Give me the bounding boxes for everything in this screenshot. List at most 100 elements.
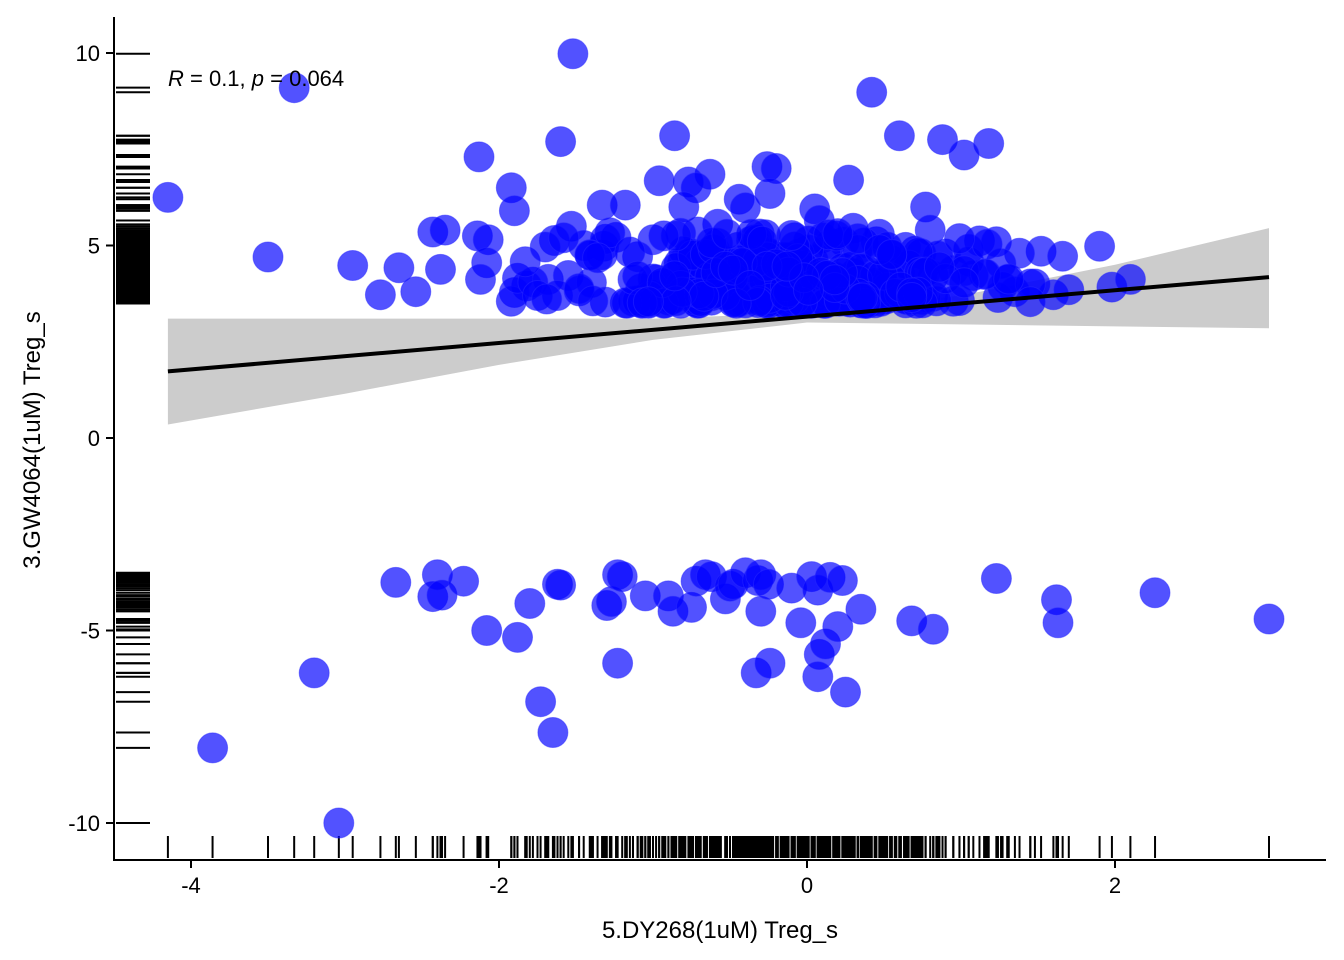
data-point xyxy=(1047,240,1079,272)
regression-line-layer xyxy=(167,275,1270,374)
data-point xyxy=(659,120,691,152)
data-point xyxy=(927,124,958,156)
data-point xyxy=(525,686,557,718)
rug-layer xyxy=(116,52,1270,858)
data-point xyxy=(425,253,456,285)
data-point xyxy=(577,285,609,317)
data-point xyxy=(252,241,284,273)
data-point xyxy=(971,228,1003,260)
data-point xyxy=(833,164,865,196)
data-point xyxy=(822,218,854,250)
data-point xyxy=(729,192,761,224)
data-point xyxy=(537,717,569,748)
data-point xyxy=(383,252,415,284)
p-value: = 0.064 xyxy=(264,66,344,91)
data-point xyxy=(1139,577,1171,609)
data-point xyxy=(1014,286,1046,318)
data-point xyxy=(380,566,412,598)
data-point xyxy=(643,165,675,197)
data-point xyxy=(602,647,634,679)
data-point xyxy=(896,282,928,313)
data-point xyxy=(1042,607,1074,639)
data-point xyxy=(793,274,824,306)
data-point xyxy=(514,588,546,619)
data-point xyxy=(471,615,503,646)
data-point xyxy=(594,217,626,249)
data-point xyxy=(923,251,955,283)
data-point xyxy=(948,139,980,171)
x-tick-label: 0 xyxy=(801,873,813,898)
data-point xyxy=(337,250,369,281)
data-point xyxy=(648,220,680,252)
data-point xyxy=(734,270,766,301)
x-tick-label: 2 xyxy=(1109,873,1121,898)
data-point xyxy=(659,260,691,292)
data-point xyxy=(754,647,786,679)
data-point xyxy=(197,732,229,764)
data-point xyxy=(917,613,949,645)
data-point xyxy=(776,220,808,251)
y-tick-label: -5 xyxy=(80,619,100,644)
data-point xyxy=(856,76,888,108)
data-point xyxy=(278,72,310,104)
data-point xyxy=(545,126,577,158)
data-point xyxy=(785,607,817,639)
data-point xyxy=(830,676,861,708)
data-point xyxy=(676,591,707,623)
p-symbol: p xyxy=(251,66,264,91)
data-point xyxy=(944,223,975,255)
data-point xyxy=(502,621,533,653)
data-point xyxy=(819,264,851,296)
data-point xyxy=(876,238,908,270)
data-point xyxy=(400,276,432,308)
data-point xyxy=(745,595,777,627)
r-value: = 0.1, xyxy=(184,66,252,91)
confidence-band xyxy=(167,228,1269,425)
data-point xyxy=(826,565,858,596)
x-tick-label: -2 xyxy=(489,873,509,898)
data-point xyxy=(582,242,614,274)
regression-line xyxy=(167,275,1270,374)
y-tick-label: 0 xyxy=(88,426,100,451)
y-tick-label: -10 xyxy=(68,811,100,836)
data-point xyxy=(883,120,915,152)
data-point xyxy=(465,263,496,295)
data-point xyxy=(364,279,396,311)
data-point xyxy=(845,593,877,625)
y-tick-label: 5 xyxy=(88,234,100,259)
point-layer xyxy=(152,38,1285,839)
r-symbol: R xyxy=(168,66,184,91)
data-point xyxy=(802,661,834,693)
data-point xyxy=(771,250,803,282)
data-point xyxy=(846,282,878,314)
y-axis-title: 3.GW4064(1uM) Treg_s xyxy=(19,311,46,568)
confidence-band-layer xyxy=(167,228,1269,425)
data-point xyxy=(711,218,743,250)
y-tick-label: 10 xyxy=(76,41,100,66)
data-point xyxy=(448,565,480,597)
x-axis-title: 5.DY268(1uM) Treg_s xyxy=(602,917,838,944)
data-point xyxy=(548,222,580,254)
data-point xyxy=(298,657,330,689)
data-point xyxy=(1053,274,1085,306)
axis-layer: -4 -2 0 2 -10 -5 0 5 10 xyxy=(68,17,1326,898)
data-point xyxy=(557,38,589,70)
data-point xyxy=(980,563,1012,594)
data-point xyxy=(323,807,355,839)
data-point xyxy=(531,283,563,315)
data-point xyxy=(632,286,664,318)
data-point xyxy=(993,263,1025,295)
data-point xyxy=(609,189,641,221)
data-point xyxy=(463,141,495,173)
correlation-annotation: R = 0.1, p = 0.064 xyxy=(168,66,344,91)
data-point xyxy=(1084,230,1116,262)
data-point xyxy=(429,214,461,246)
x-tick-label: -4 xyxy=(181,873,201,898)
data-point xyxy=(754,178,786,209)
data-point xyxy=(1253,603,1285,635)
data-point xyxy=(822,611,854,643)
data-point xyxy=(606,561,638,593)
data-point xyxy=(545,569,577,601)
data-point xyxy=(498,195,530,227)
